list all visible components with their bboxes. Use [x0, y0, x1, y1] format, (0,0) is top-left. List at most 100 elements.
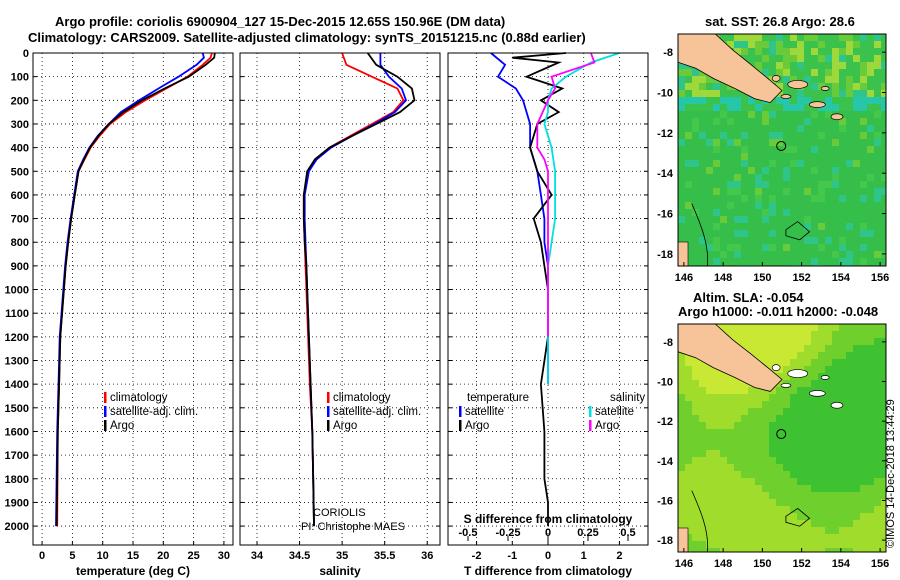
- field-cell: [713, 387, 721, 395]
- field-cell: [867, 153, 875, 161]
- x-tick-label: 34: [251, 550, 264, 562]
- field-cell: [678, 520, 686, 528]
- field-cell: [678, 216, 686, 224]
- field-cell: [860, 422, 868, 430]
- reef-outline: [785, 221, 811, 241]
- field-cell: [678, 132, 686, 140]
- x-tick-label: 34.5: [289, 550, 310, 562]
- field-cell: [790, 41, 798, 49]
- field-cell: [818, 153, 826, 161]
- field-cell: [755, 415, 763, 423]
- field-cell: [881, 471, 887, 479]
- field-cell: [860, 97, 868, 105]
- field-cell: [832, 436, 840, 444]
- field-cell: [846, 237, 854, 245]
- field-cell: [811, 492, 819, 500]
- field-cell: [720, 146, 728, 154]
- field-cell: [804, 338, 812, 346]
- field-cell: [860, 345, 868, 353]
- field-cell: [797, 230, 805, 238]
- field-cell: [804, 471, 812, 479]
- field-cell: [699, 230, 707, 238]
- field-cell: [720, 230, 728, 238]
- field-cell: [790, 548, 798, 553]
- field-cell: [853, 69, 861, 77]
- field-cell: [797, 436, 805, 444]
- field-cell: [811, 111, 819, 119]
- field-cell: [720, 209, 728, 217]
- field-cell: [783, 132, 791, 140]
- field-cell: [755, 471, 763, 479]
- field-cell: [853, 125, 861, 133]
- field-cell: [853, 237, 861, 245]
- field-cell: [713, 401, 721, 409]
- field-cell: [797, 429, 805, 437]
- field-cell: [790, 69, 798, 77]
- field-cell: [846, 485, 854, 493]
- field-cell: [727, 209, 735, 217]
- field-cell: [839, 457, 847, 465]
- field-cell: [706, 76, 714, 84]
- field-cell: [881, 69, 887, 77]
- field-cell: [755, 499, 763, 507]
- field-cell: [874, 167, 882, 175]
- field-cell: [867, 160, 875, 168]
- field-cell: [881, 251, 887, 259]
- field-cell: [853, 118, 861, 126]
- field-cell: [678, 373, 686, 381]
- field-cell: [783, 352, 791, 360]
- field-cell: [706, 443, 714, 451]
- field-cell: [769, 352, 777, 360]
- legend-swatch: [459, 420, 462, 431]
- field-cell: [825, 132, 833, 140]
- x-top-tick-label: -0.25: [495, 527, 520, 539]
- field-cell: [825, 415, 833, 423]
- field-cell: [713, 195, 721, 203]
- field-cell: [797, 520, 805, 528]
- field-cell: [769, 216, 777, 224]
- field-cell: [678, 464, 686, 472]
- field-cell: [818, 331, 826, 339]
- field-cell: [811, 146, 819, 154]
- field-cell: [818, 104, 826, 112]
- field-cell: [678, 394, 686, 402]
- field-cell: [741, 118, 749, 126]
- field-cell: [741, 436, 749, 444]
- field-cell: [867, 464, 875, 472]
- field-cell: [867, 216, 875, 224]
- field-cell: [874, 352, 882, 360]
- field-cell: [776, 485, 784, 493]
- field-cell: [867, 534, 875, 542]
- field-cell: [734, 478, 742, 486]
- field-cell: [783, 324, 791, 332]
- field-cell: [678, 352, 686, 360]
- field-cell: [818, 527, 826, 535]
- field-cell: [769, 146, 777, 154]
- field-cell: [741, 415, 749, 423]
- field-cell: [881, 146, 887, 154]
- field-cell: [839, 338, 847, 346]
- field-cell: [797, 41, 805, 49]
- y-tick-label: -8: [663, 337, 673, 349]
- field-cell: [881, 513, 887, 521]
- field-cell: [769, 209, 777, 217]
- field-cell: [874, 450, 882, 458]
- field-cell: [734, 223, 742, 231]
- field-cell: [685, 450, 693, 458]
- field-cell: [776, 69, 784, 77]
- field-cell: [804, 153, 812, 161]
- field-cell: [692, 216, 700, 224]
- field-cell: [706, 97, 714, 105]
- x-tick-label: 35.5: [374, 550, 395, 562]
- field-cell: [797, 387, 805, 395]
- field-cell: [762, 359, 770, 367]
- field-cell: [874, 331, 882, 339]
- field-cell: [846, 251, 854, 259]
- field-cell: [853, 520, 861, 528]
- field-cell: [860, 324, 868, 332]
- field-cell: [860, 492, 868, 500]
- field-cell: [762, 69, 770, 77]
- field-cell: [783, 237, 791, 245]
- field-cell: [720, 83, 728, 91]
- field-cell: [881, 132, 887, 140]
